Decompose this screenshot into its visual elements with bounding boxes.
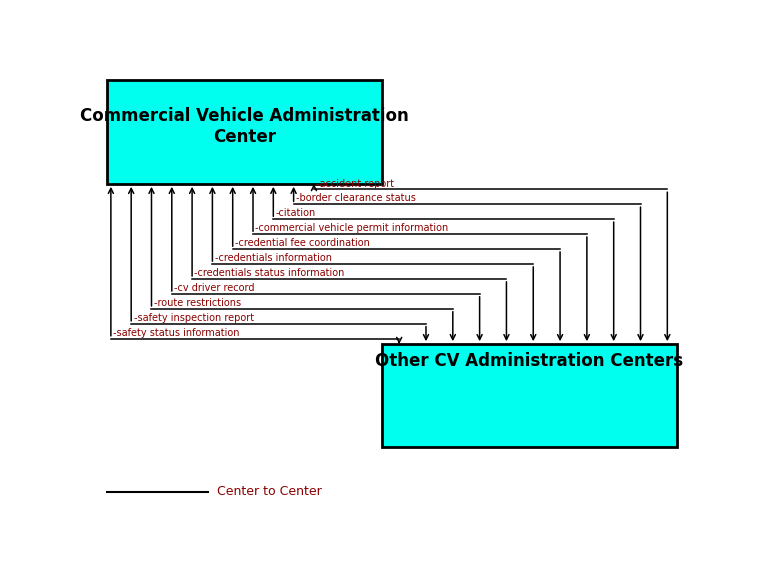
Text: -safety status information: -safety status information — [113, 328, 240, 338]
Text: Other CV Administration Centers: Other CV Administration Centers — [375, 352, 684, 370]
Bar — [107, 80, 382, 184]
Bar — [382, 344, 677, 447]
Text: -credentials status information: -credentials status information — [195, 268, 345, 278]
Text: -commercial vehicle permit information: -commercial vehicle permit information — [256, 223, 449, 233]
Text: -border clearance status: -border clearance status — [296, 194, 416, 203]
Text: -accident report: -accident report — [316, 178, 394, 188]
Text: -credentials information: -credentials information — [214, 253, 332, 264]
Text: -route restrictions: -route restrictions — [154, 298, 241, 308]
Text: -cv driver record: -cv driver record — [174, 283, 255, 293]
Text: -credential fee coordination: -credential fee coordination — [235, 238, 370, 248]
Text: Commercial Vehicle Administration
Center: Commercial Vehicle Administration Center — [80, 107, 409, 146]
Text: -safety inspection report: -safety inspection report — [134, 313, 253, 323]
Text: -citation: -citation — [275, 208, 316, 219]
Text: Center to Center: Center to Center — [217, 486, 322, 498]
